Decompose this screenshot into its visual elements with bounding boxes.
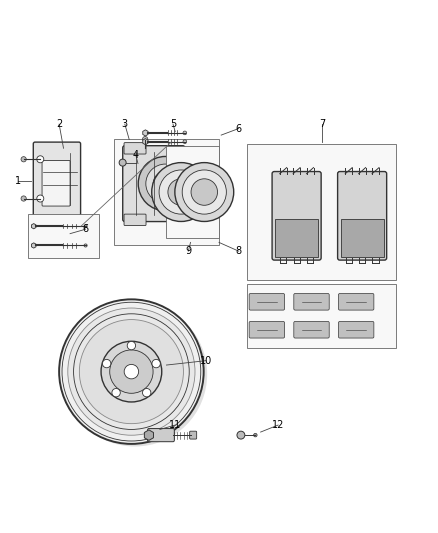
Circle shape: [21, 196, 26, 201]
Text: 3: 3: [122, 119, 128, 129]
Text: 9: 9: [185, 246, 191, 256]
Bar: [275, 219, 318, 257]
Circle shape: [254, 433, 257, 437]
Circle shape: [84, 244, 87, 247]
Circle shape: [191, 179, 218, 205]
Polygon shape: [143, 130, 148, 136]
Circle shape: [142, 136, 148, 142]
Text: 6: 6: [82, 224, 88, 235]
Circle shape: [63, 302, 207, 447]
Circle shape: [183, 140, 187, 143]
FancyBboxPatch shape: [249, 294, 285, 310]
Circle shape: [59, 300, 204, 444]
Circle shape: [112, 389, 120, 397]
Text: 2: 2: [56, 119, 62, 129]
Text: 11: 11: [169, 420, 181, 430]
FancyBboxPatch shape: [339, 294, 374, 310]
Circle shape: [159, 170, 203, 214]
Circle shape: [119, 159, 126, 166]
FancyBboxPatch shape: [338, 172, 387, 260]
Circle shape: [79, 320, 184, 424]
Circle shape: [124, 365, 138, 379]
Text: 6: 6: [236, 124, 242, 134]
Text: 12: 12: [272, 420, 284, 430]
Circle shape: [142, 389, 151, 397]
Circle shape: [37, 156, 44, 163]
Circle shape: [237, 431, 245, 439]
Circle shape: [37, 195, 44, 202]
Text: 1: 1: [14, 176, 21, 186]
Circle shape: [110, 350, 153, 393]
Text: 5: 5: [170, 119, 176, 129]
Circle shape: [127, 342, 136, 350]
FancyBboxPatch shape: [294, 321, 329, 338]
Text: 7: 7: [319, 119, 325, 129]
Polygon shape: [143, 139, 148, 145]
Polygon shape: [32, 243, 36, 248]
FancyBboxPatch shape: [33, 142, 81, 216]
Circle shape: [183, 131, 187, 135]
Bar: [28, 214, 99, 258]
FancyBboxPatch shape: [339, 321, 374, 338]
Bar: [341, 219, 384, 257]
FancyBboxPatch shape: [124, 143, 146, 154]
FancyBboxPatch shape: [148, 429, 174, 442]
Circle shape: [153, 172, 178, 196]
Circle shape: [101, 341, 162, 402]
Circle shape: [84, 224, 87, 228]
Polygon shape: [145, 430, 153, 440]
FancyBboxPatch shape: [124, 214, 146, 225]
Circle shape: [138, 157, 193, 211]
FancyBboxPatch shape: [294, 294, 329, 310]
FancyBboxPatch shape: [272, 172, 321, 260]
FancyBboxPatch shape: [123, 146, 185, 222]
Polygon shape: [32, 223, 36, 229]
Circle shape: [68, 308, 195, 435]
Text: 4: 4: [133, 150, 139, 160]
FancyBboxPatch shape: [190, 431, 197, 439]
Bar: [114, 140, 219, 245]
Circle shape: [102, 359, 111, 368]
Text: 8: 8: [236, 246, 242, 256]
Bar: [166, 146, 219, 238]
Text: 10: 10: [200, 356, 212, 366]
Circle shape: [175, 163, 234, 222]
Circle shape: [21, 157, 26, 162]
FancyBboxPatch shape: [42, 160, 70, 206]
Bar: [247, 144, 396, 280]
Bar: [247, 284, 396, 348]
Circle shape: [152, 359, 160, 368]
Circle shape: [146, 164, 185, 203]
FancyBboxPatch shape: [249, 321, 285, 338]
Circle shape: [182, 170, 226, 214]
Circle shape: [168, 179, 194, 205]
Circle shape: [152, 163, 211, 222]
